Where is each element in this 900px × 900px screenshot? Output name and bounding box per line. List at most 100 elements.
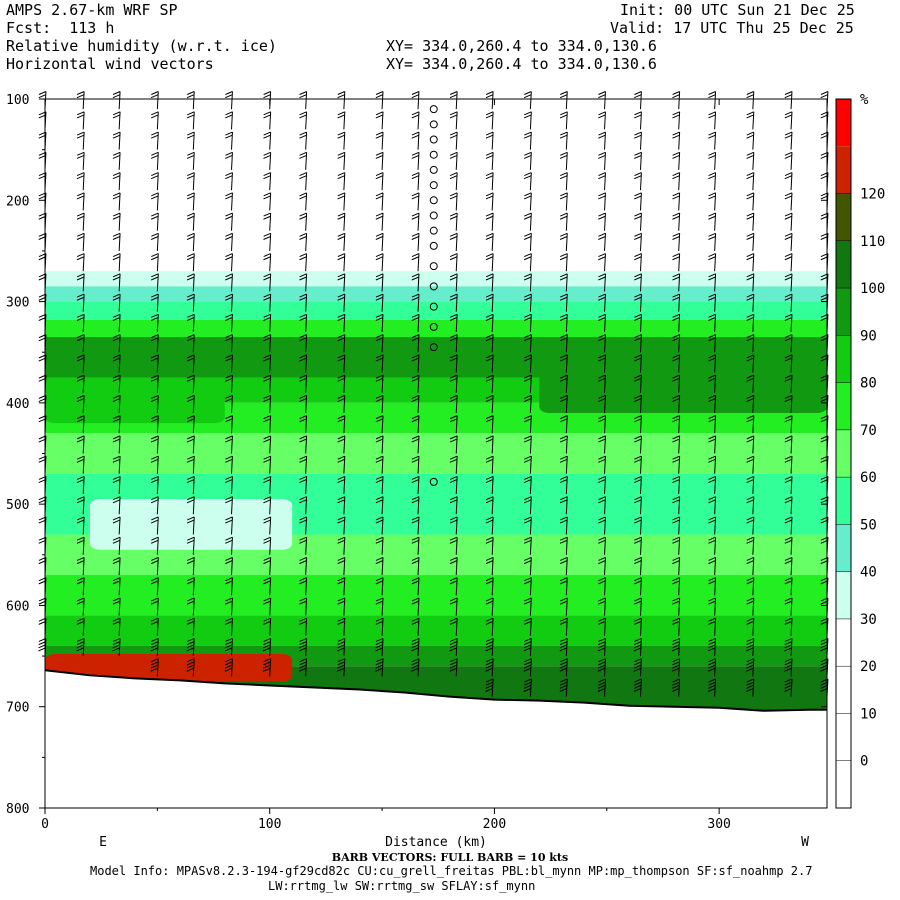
calm-wind-marker (429, 226, 438, 235)
wind-barb (337, 111, 346, 130)
wind-barb (337, 475, 346, 495)
wind-barb (672, 577, 681, 596)
wind-barb (337, 556, 346, 576)
wind-barb (337, 91, 346, 110)
wind-barb (559, 111, 568, 130)
wind-barb (76, 597, 85, 616)
wind-barb (150, 334, 159, 353)
wind-barb (375, 597, 384, 616)
wind-barb (708, 91, 717, 110)
wind-barb (225, 111, 233, 130)
wind-barb (523, 253, 532, 272)
wind-barb (746, 678, 755, 697)
wind-barb (633, 678, 642, 697)
wind-barb (299, 313, 308, 332)
wind-barb (225, 455, 233, 474)
wind-barb (263, 415, 272, 434)
wind-barb (337, 293, 346, 312)
wind-barb (708, 334, 717, 353)
wind-barb (375, 577, 384, 596)
wind-barb (449, 253, 458, 272)
wind-barb (672, 192, 681, 211)
wind-barb (634, 617, 642, 636)
wind-barb (263, 172, 272, 191)
wind-barb (150, 617, 159, 636)
wind-barb (150, 273, 159, 292)
wind-barb (337, 172, 346, 191)
wind-barb (784, 293, 793, 312)
wind-barb (708, 111, 717, 130)
wind-barb (375, 415, 384, 434)
wind-barb (375, 273, 384, 292)
wind-barb (411, 111, 420, 130)
wind-barb (375, 91, 384, 110)
wind-barb (299, 172, 308, 191)
wind-barb (337, 455, 346, 474)
rh-feature-2 (539, 372, 827, 413)
wind-barb (597, 678, 606, 697)
wind-barb (263, 232, 272, 251)
wind-barb (485, 496, 494, 515)
wind-barb (186, 313, 195, 332)
wind-barb (299, 293, 308, 312)
wind-barb (559, 678, 568, 697)
rh-band-2 (45, 286, 827, 302)
wind-barb (672, 516, 681, 535)
calm-wind-marker (429, 302, 438, 311)
calm-wind-marker (429, 343, 438, 352)
wind-barb (299, 516, 308, 535)
wind-barb (263, 111, 272, 130)
rh-feature-0 (89, 499, 293, 550)
wind-barb (76, 415, 85, 434)
wind-barb (337, 536, 346, 555)
wind-barb (337, 131, 346, 150)
wind-barb (707, 658, 717, 677)
wind-barb (523, 293, 532, 312)
wind-barb (225, 556, 233, 576)
wind-barb (784, 354, 793, 373)
wind-barb (708, 475, 717, 495)
wind-barb (375, 658, 384, 677)
wind-barb (150, 455, 159, 474)
wind-barb (485, 394, 494, 414)
wind-barb (112, 293, 121, 312)
wind-barb (375, 151, 384, 170)
wind-barb (485, 516, 494, 535)
wind-barb (112, 556, 121, 576)
wind-barb (485, 678, 494, 697)
rh-band-12 (45, 615, 827, 646)
wind-barb (225, 334, 233, 353)
wind-barb (708, 394, 717, 414)
wind-barb (784, 638, 793, 657)
wind-barb (485, 415, 494, 434)
wind-barb (559, 435, 568, 454)
wind-barb (449, 475, 458, 495)
wind-barb (671, 658, 681, 677)
wind-barb (746, 232, 755, 251)
wind-barb (746, 496, 755, 515)
wind-barb (449, 374, 458, 393)
wind-barb (708, 617, 717, 636)
wind-barb (150, 435, 159, 454)
wind-barb (523, 597, 532, 616)
wind-barb (112, 313, 121, 332)
wind-barb (559, 232, 568, 251)
wind-barb (523, 131, 532, 150)
wind-barb (263, 577, 272, 596)
wind-barb (225, 617, 233, 636)
wind-barb (784, 536, 793, 555)
wind-barb (485, 354, 494, 373)
wind-barb (449, 273, 458, 292)
field-name-1: Relative humidity (w.r.t. ice) (6, 37, 277, 55)
colorbar-bin (836, 193, 851, 241)
wind-barb (76, 475, 85, 495)
wind-barb (225, 192, 233, 211)
y-tick-label: 700 (6, 701, 29, 716)
wind-barb (263, 435, 272, 454)
wind-barb (485, 536, 494, 555)
wind-barb (337, 192, 346, 211)
wind-barb (263, 516, 272, 535)
wind-barb (559, 212, 568, 231)
wind-barb (411, 131, 420, 150)
wind-barb (225, 496, 233, 515)
